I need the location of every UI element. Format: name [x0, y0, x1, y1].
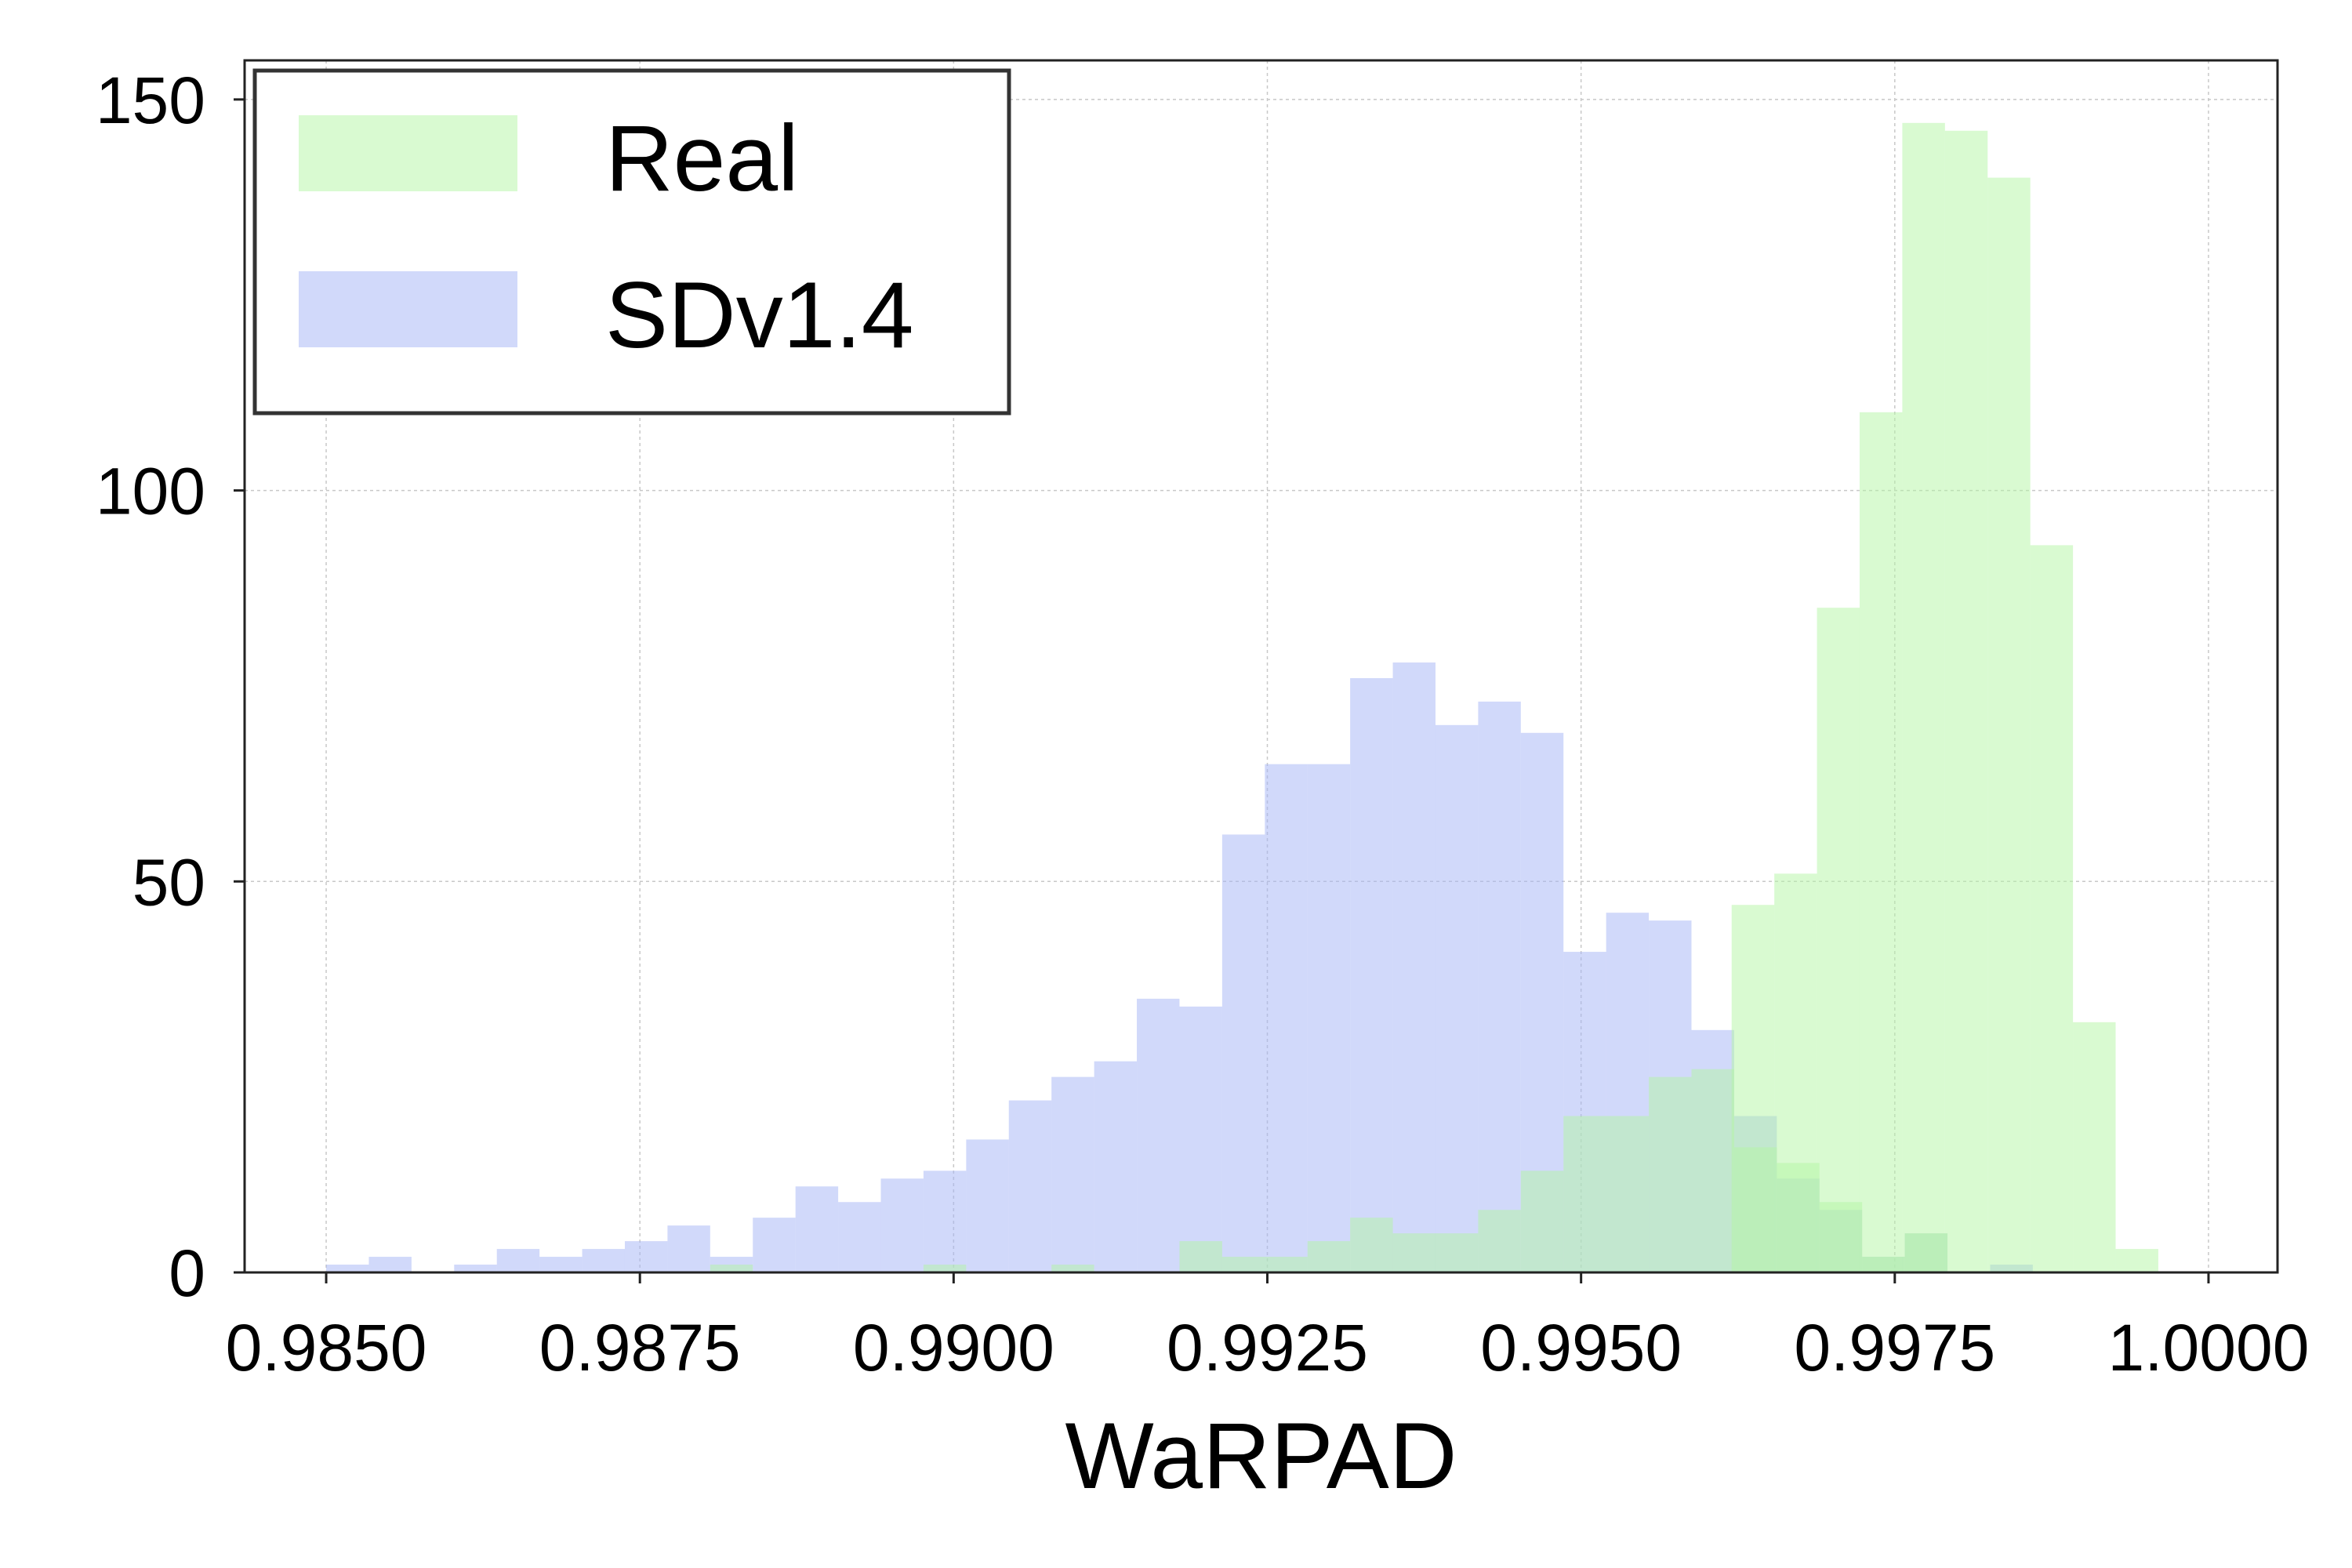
x-tick-label-4: 0.9950	[1480, 1311, 1682, 1385]
bar-sdv1-4-0-8	[667, 1225, 710, 1272]
bar-sdv1-4-0-12	[838, 1202, 881, 1272]
bar-sdv1-4-0-14	[923, 1171, 967, 1272]
bar-sdv1-4-0-23	[1307, 764, 1351, 1272]
bar-sdv1-4-0-22	[1265, 764, 1308, 1272]
bar-real-1-30	[1606, 1116, 1650, 1272]
y-tick-label-3: 150	[96, 64, 205, 137]
bar-real-2-9	[2115, 1249, 2158, 1272]
bar-real-2-6	[1987, 177, 2031, 1272]
x-tick-label-0: 0.9850	[226, 1311, 427, 1385]
bar-sdv1-4-0-5	[539, 1257, 583, 1272]
bar-sdv1-4-0-17	[1051, 1076, 1094, 1272]
bar-real-2-2	[1817, 608, 1860, 1272]
bar-real-2-1	[1774, 873, 1817, 1272]
bar-sdv1-4-0-13	[880, 1178, 924, 1272]
bar-real-1-25	[1392, 1233, 1436, 1272]
bar-sdv1-4-0-3	[454, 1265, 497, 1272]
bar-real-2-8	[2073, 1022, 2116, 1272]
bar-real-1-27	[1478, 1210, 1521, 1272]
bar-sdv1-4-0-18	[1094, 1061, 1138, 1272]
legend-box	[252, 68, 1011, 416]
bar-sdv1-4-0-6	[582, 1249, 625, 1272]
x-tick-label-3: 0.9925	[1167, 1311, 1368, 1385]
bar-sdv1-4-0-19	[1137, 998, 1180, 1272]
bar-sdv1-4-0-24	[1350, 677, 1393, 1272]
x-tick-label-2: 0.9900	[853, 1311, 1054, 1385]
bar-sdv1-4-0-20	[1179, 1006, 1222, 1272]
legend-label-real: Real	[605, 106, 799, 211]
bar-sdv1-4-0-0	[326, 1265, 369, 1272]
legend-label-sdv1-4: SDv1.4	[605, 263, 914, 368]
bar-real-1-31	[1649, 1076, 1692, 1272]
bar-sdv1-4-0-26	[1435, 724, 1479, 1272]
bar-sdv1-4-0-16	[1008, 1100, 1052, 1272]
y-tick-label-2: 100	[96, 455, 205, 528]
bar-sdv1-4-0-10	[753, 1218, 796, 1272]
bar-real-1-21	[1221, 1257, 1265, 1272]
bar-sdv1-4-0-7	[624, 1241, 668, 1272]
x-tick-label-1: 0.9875	[539, 1311, 741, 1385]
plot-frame	[243, 59, 2279, 1274]
bar-real-1-28	[1520, 1171, 1564, 1272]
bar-real-2-3	[1859, 412, 1903, 1273]
bar-sdv1-4-0-4	[496, 1249, 540, 1272]
bar-sdv1-4-0-27	[1478, 701, 1521, 1272]
y-tick-label-1: 50	[132, 845, 205, 919]
bar-sdv1-4-0-15	[966, 1139, 1009, 1272]
x-axis-title: WaRPAD	[1065, 1403, 1457, 1508]
bar-real-1-29	[1563, 1116, 1606, 1272]
bar-real-1-32	[1691, 1069, 1734, 1272]
bar-real-2-7	[2030, 545, 2074, 1272]
axis-ticks: 0.9850 0.9875 0.9900 0.9925 0.9950 0.9975 1.00…	[96, 64, 2310, 1385]
legend-swatch-sdv1-4	[299, 271, 517, 347]
y-tick-label-0: 0	[169, 1236, 205, 1310]
bar-sdv1-4-0-1	[368, 1257, 412, 1272]
bar-real-1-24	[1350, 1218, 1393, 1272]
bar-real-1-26	[1435, 1233, 1479, 1272]
bar-sdv1-4-0-25	[1392, 662, 1436, 1272]
bar-real-1-23	[1307, 1241, 1351, 1272]
legend-swatch-real	[299, 115, 517, 191]
x-tick-label-6: 1.0000	[2108, 1311, 2310, 1385]
bar-sdv1-4-0-11	[795, 1186, 839, 1272]
x-tick-label-5: 0.9975	[1794, 1311, 1995, 1385]
bar-real-2-0	[1731, 905, 1775, 1272]
histogram-bars	[326, 122, 2158, 1273]
legend: Real SDv1.4	[252, 68, 1011, 416]
bar-real-2-4	[1902, 122, 1945, 1272]
bar-real-1-22	[1265, 1257, 1308, 1272]
bar-real-2-5	[1944, 130, 1988, 1273]
bar-real-1-9	[710, 1265, 753, 1272]
bar-sdv1-4-0-21	[1221, 834, 1265, 1272]
bar-real-1-14	[923, 1265, 967, 1272]
bar-real-1-17	[1051, 1265, 1094, 1272]
bar-real-1-20	[1179, 1241, 1222, 1272]
